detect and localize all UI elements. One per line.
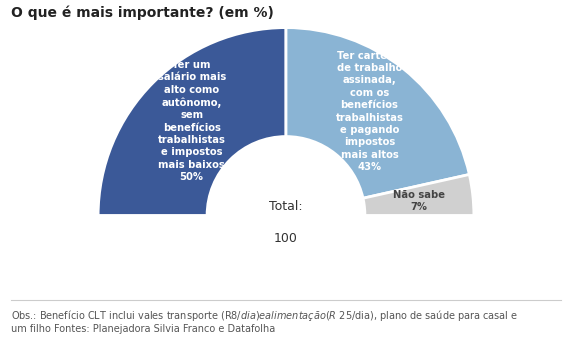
Text: O que é mais importante? (em %): O que é mais importante? (em %) bbox=[11, 5, 275, 20]
Text: Não sabe
7%: Não sabe 7% bbox=[392, 190, 444, 212]
Wedge shape bbox=[363, 174, 474, 215]
Text: Ter carteira
de trabalho
assinada,
com os
benefícios
trabalhistas
e pagando
impo: Ter carteira de trabalho assinada, com o… bbox=[335, 51, 403, 172]
Text: Ter um
salário mais
alto como
autônomo,
sem
benefícios
trabalhistas
e impostos
m: Ter um salário mais alto como autônomo, … bbox=[157, 60, 226, 182]
Text: 100: 100 bbox=[274, 232, 298, 245]
Text: Obs.: Benefício CLT inclui vales transporte (R$ 8/dia) e alimentação (R$ 25/dia): Obs.: Benefício CLT inclui vales transpo… bbox=[11, 308, 519, 334]
Wedge shape bbox=[98, 28, 286, 215]
Wedge shape bbox=[286, 28, 470, 198]
Text: Total:: Total: bbox=[269, 199, 303, 213]
